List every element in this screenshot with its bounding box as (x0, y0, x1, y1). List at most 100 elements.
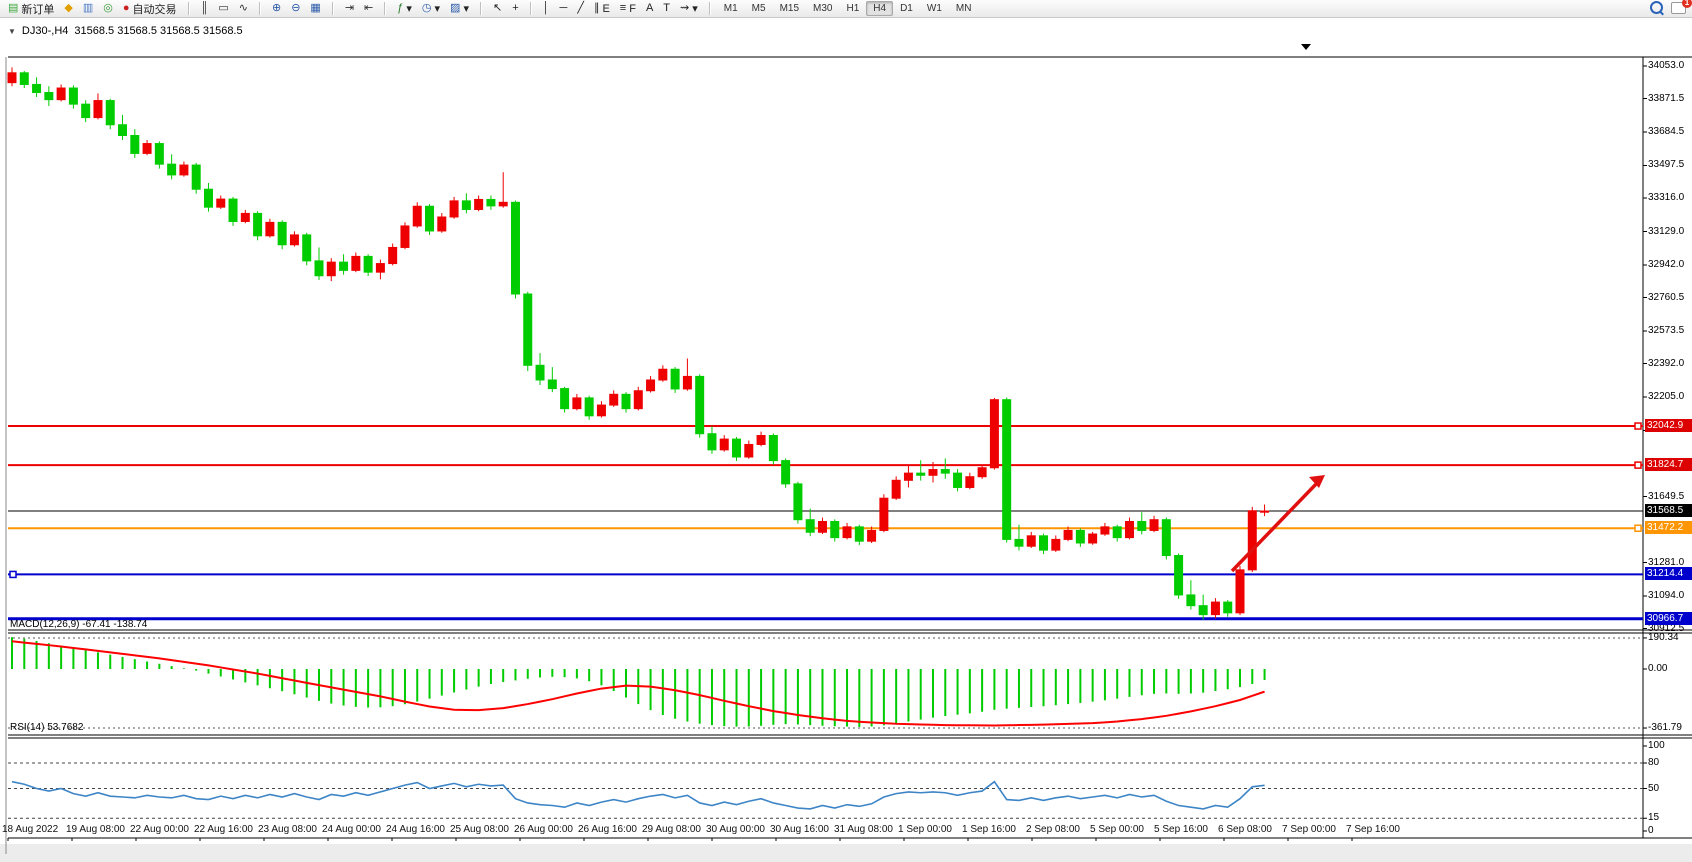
text-button[interactable]: A (641, 1, 658, 16)
auto-scroll-icon: ⇥ (344, 2, 355, 14)
candle (1186, 594, 1196, 607)
arrows-dropdown[interactable]: ⇝ ▾ (675, 0, 703, 17)
crosshair-button[interactable]: + (507, 1, 523, 16)
templates-dropdown[interactable]: ▨ ▾ (445, 0, 474, 17)
chart-shift-button[interactable]: ⇤ (359, 1, 378, 16)
cursor-button[interactable]: ↖ (488, 1, 507, 16)
new-order-icon: ▤ (8, 2, 19, 14)
candle (621, 393, 631, 410)
trend-arrow (1230, 479, 1321, 573)
chart-shift-marker[interactable] (1301, 44, 1311, 50)
symbol-period-label: DJ30-,H4 (21, 25, 69, 37)
rsi-axis-label: 80 (1648, 757, 1660, 768)
candle (388, 246, 398, 265)
price-grid-label: 33684.5 (1648, 126, 1685, 137)
hline-handle[interactable] (1634, 524, 1642, 533)
timeframe-m15[interactable]: M15 (779, 3, 800, 14)
toolbar-separator (479, 2, 482, 15)
autotrading-button[interactable]: ● 自动交易 (118, 0, 182, 19)
timeframe-d1[interactable]: D1 (900, 3, 913, 14)
macd-axis-label: -361.79 (1648, 722, 1682, 734)
chat-icon[interactable]: 1 (1671, 0, 1692, 14)
vertical-line-button[interactable]: │ (538, 1, 555, 16)
autotrading-icon: ● (122, 2, 130, 14)
candle (203, 188, 213, 208)
timeframe-h4[interactable]: H4 (866, 1, 894, 16)
candle (732, 438, 742, 458)
candle (830, 520, 840, 539)
candlestick-chart-button[interactable]: ▭ (213, 1, 233, 16)
timeframe-m30[interactable]: M30 (813, 3, 833, 14)
candle (7, 72, 17, 84)
candle (989, 399, 999, 469)
toolbar-separator (529, 2, 532, 15)
community-button[interactable]: ◎ (98, 1, 118, 16)
candle (1137, 520, 1147, 531)
date-label: 23 Aug 08:00 (258, 824, 317, 835)
date-label: 30 Aug 16:00 (770, 824, 829, 835)
candle (425, 205, 435, 232)
date-label: 26 Aug 16:00 (578, 824, 637, 835)
candle (842, 526, 852, 539)
new-order-button[interactable]: ▤ 新订单 (3, 0, 59, 19)
candle (93, 100, 103, 119)
candle (19, 72, 29, 85)
trendline-button[interactable]: ╱ (572, 1, 589, 16)
templates-icon: ▨ (450, 2, 461, 14)
chart-title-bar: ▼ DJ30-,H4 31568.5 31568.5 31568.5 31568… (8, 24, 243, 38)
candle (609, 393, 619, 406)
indicators-button[interactable]: ƒ ▾ (392, 0, 417, 17)
autotrading-button-label: 自动交易 (132, 3, 177, 16)
candle (879, 497, 889, 531)
text-label-button[interactable]: T (658, 1, 675, 16)
fibonacci-button[interactable]: ≡ F (615, 1, 641, 17)
timeframe-m5[interactable]: M5 (751, 3, 766, 14)
hline-handle[interactable] (9, 570, 17, 579)
price-grid-label: 33316.0 (1648, 192, 1685, 203)
candle (1210, 601, 1220, 616)
zoom-in-button[interactable]: ⊕ (267, 1, 286, 16)
candle (130, 134, 140, 154)
candle (1198, 605, 1208, 616)
chart-canvas[interactable] (0, 36, 1692, 862)
price-badge: 31824.7 (1645, 458, 1692, 472)
one-click-trading-toggle[interactable]: ▼ (8, 26, 16, 36)
chat-window-icon: ▥ (82, 2, 94, 14)
date-label: 7 Sep 00:00 (1282, 824, 1336, 835)
market-watch-button[interactable]: ◆ (59, 1, 77, 16)
hline-handle[interactable] (1634, 422, 1642, 430)
vertical-line-icon: │ (542, 2, 550, 14)
candle (363, 255, 373, 273)
price-grid-label: 31094.0 (1648, 590, 1685, 601)
auto-scroll-button[interactable]: ⇥ (340, 1, 359, 16)
equidistant-channel-button[interactable]: ∥ E (589, 1, 615, 17)
periods-dropdown[interactable]: ◷ ▾ (417, 0, 445, 17)
horizontal-line-button[interactable]: ─ (555, 1, 573, 16)
bar-chart-button[interactable]: ║ (196, 1, 214, 16)
hline-handle[interactable] (1634, 461, 1642, 469)
timeframe-h1[interactable]: H1 (846, 3, 860, 14)
macd-indicator-label: MACD(12,26,9) -67.41 -138.74 (10, 619, 148, 630)
candle (68, 87, 78, 105)
timeframe-w1[interactable]: W1 (926, 3, 942, 14)
candle (867, 529, 877, 542)
date-label: 24 Aug 16:00 (386, 824, 445, 835)
candle (744, 443, 754, 458)
candle (781, 460, 791, 485)
candle (437, 216, 447, 232)
price-badge: 30966.7 (1645, 611, 1692, 625)
candle (707, 433, 717, 451)
trend-arrow-head[interactable] (1309, 475, 1325, 488)
arrows-icon: ⇝ (680, 2, 690, 14)
candle (891, 479, 901, 499)
candle (596, 404, 606, 417)
timeframe-mn[interactable]: MN (955, 3, 972, 14)
candle (695, 375, 705, 435)
zoom-out-button[interactable]: ⊖ (286, 1, 305, 16)
tile-windows-button[interactable]: ▦ (305, 1, 325, 16)
timeframe-m1[interactable]: M1 (723, 3, 738, 14)
line-chart-button[interactable]: ∿ (234, 1, 253, 16)
search-icon[interactable] (1650, 1, 1663, 14)
chat-window-button[interactable]: ▥ (78, 1, 98, 16)
fibonacci-button-label: F (629, 2, 636, 15)
